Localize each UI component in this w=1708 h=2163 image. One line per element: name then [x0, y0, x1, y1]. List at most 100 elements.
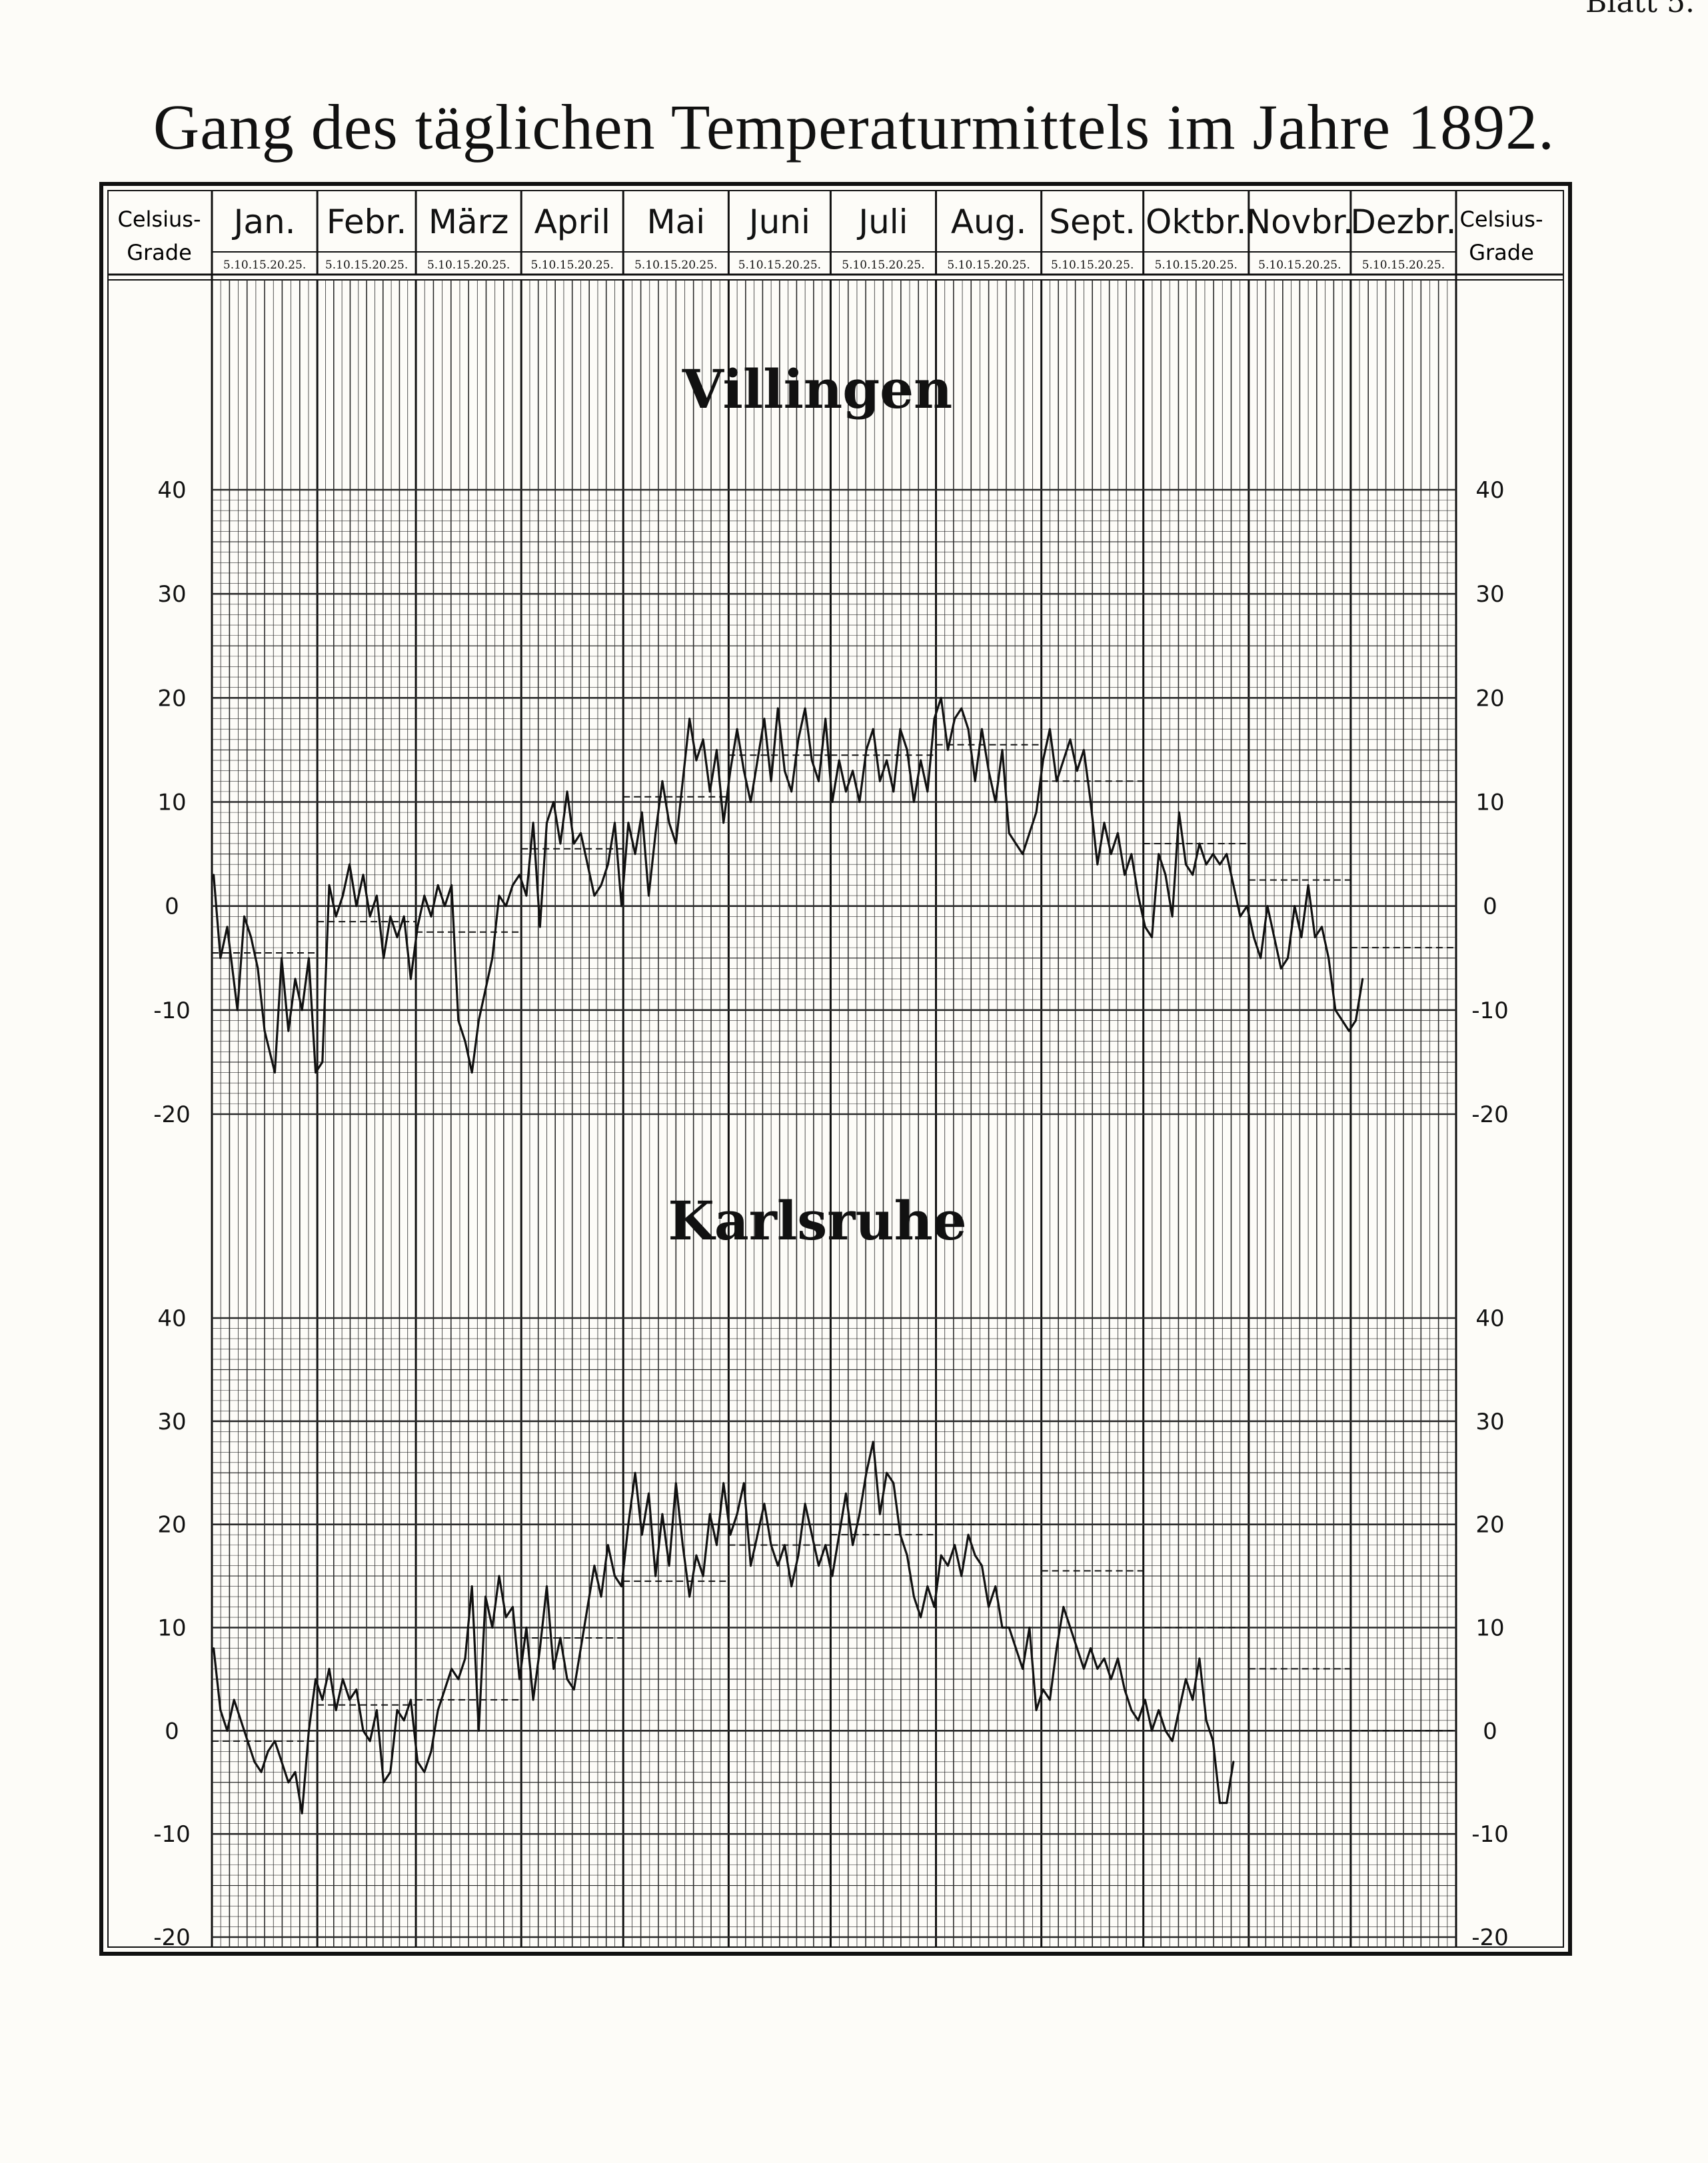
unit-label-right-line2: Grade [1469, 240, 1534, 265]
temperature-point [423, 894, 426, 897]
temperature-point [634, 853, 636, 855]
temperature-point [756, 759, 759, 762]
temperature-point [1158, 1709, 1160, 1711]
temperature-point [776, 707, 779, 710]
temperature-point [389, 1771, 392, 1773]
temperature-point [702, 738, 704, 741]
temperature-point [1069, 738, 1072, 741]
temperature-point [294, 978, 297, 980]
temperature-point [892, 790, 895, 793]
temperature-point [423, 1771, 426, 1773]
temperature-point [742, 770, 745, 772]
unit-label-left-line2: Grade [127, 240, 192, 265]
temperature-point [518, 1678, 520, 1681]
y-tick-label-left: 0 [165, 1718, 179, 1745]
temperature-point [593, 894, 596, 897]
day-marks-label: 5.10.15.20.25. [1362, 259, 1445, 272]
temperature-point [974, 780, 976, 782]
temperature-point [1205, 863, 1208, 866]
temperature-point [600, 884, 602, 886]
temperature-point [1226, 1802, 1228, 1804]
temperature-point [1327, 957, 1330, 960]
temperature-point [954, 718, 956, 720]
temperature-point [1008, 832, 1010, 834]
temperature-point [1049, 728, 1051, 730]
temperature-point [1124, 874, 1126, 876]
temperature-point [436, 1709, 439, 1711]
temperature-point [606, 863, 609, 866]
temperature-point [818, 780, 820, 782]
temperature-point [640, 811, 643, 814]
temperature-point [328, 1668, 331, 1670]
temperature-point [532, 822, 534, 824]
temperature-point [498, 894, 500, 897]
temperature-point [654, 832, 657, 834]
temperature-point [213, 1647, 215, 1649]
temperature-point [484, 988, 486, 990]
temperature-point [1103, 1657, 1106, 1660]
day-marks-label: 5.10.15.20.25. [634, 259, 717, 272]
temperature-point [1117, 1657, 1119, 1660]
temperature-point [263, 1030, 266, 1032]
temperature-point [1110, 1678, 1112, 1681]
temperature-point [552, 1668, 555, 1670]
panel-villingen: Villingen 40 40 30 30 20 20 10 10 0 0 -10 -10 -20 -20 [153, 358, 1509, 1128]
temperature-point [688, 1595, 691, 1598]
temperature-point [518, 874, 520, 876]
y-tick-label-left: 30 [157, 1409, 186, 1435]
temperature-point [1178, 811, 1180, 814]
temperature-point [926, 790, 929, 793]
month-label: Jan. [232, 203, 296, 241]
temperature-point [736, 1513, 738, 1515]
temperature-point [1164, 874, 1167, 876]
temperature-point [219, 957, 222, 960]
temperature-point [994, 801, 997, 803]
temperature-point [1137, 1719, 1140, 1722]
temperature-point [648, 1492, 650, 1495]
temperature-point [988, 770, 990, 772]
day-marks-label: 5.10.15.20.25. [1051, 259, 1134, 272]
temperature-point [920, 759, 922, 762]
temperature-point [845, 790, 847, 793]
temperature-point [1192, 1699, 1194, 1701]
temperature-point [1171, 915, 1174, 918]
y-tick-label-left: 20 [157, 1512, 186, 1539]
y-tick-label-right: 30 [1475, 1409, 1504, 1435]
temperature-point [538, 1647, 541, 1649]
temperature-point [226, 926, 229, 928]
temperature-point [236, 1009, 239, 1012]
temperature-point [417, 1761, 419, 1763]
temperature-point [1076, 770, 1078, 772]
temperature-point [790, 790, 793, 793]
temperature-point [879, 1513, 881, 1515]
temperature-point [1232, 1761, 1235, 1763]
temperature-point [1158, 853, 1160, 855]
temperature-point [253, 1761, 256, 1763]
temperature-point [559, 1637, 562, 1639]
y-tick-label-right: 20 [1475, 1512, 1504, 1539]
temperature-point [1137, 894, 1140, 897]
temperature-point [784, 1544, 786, 1547]
temperature-point [342, 894, 344, 897]
temperature-point [362, 1729, 365, 1732]
y-tick-label-right: -20 [1471, 1924, 1509, 1951]
temperature-point [383, 1781, 385, 1784]
temperature-point [444, 905, 446, 908]
temperature-point [674, 1482, 677, 1485]
temperature-point [484, 1595, 486, 1598]
temperature-point [1049, 1699, 1051, 1701]
temperature-point [504, 1616, 507, 1619]
outer-border [99, 182, 1572, 1956]
temperature-point [1035, 811, 1038, 814]
temperature-point [831, 801, 834, 803]
chart-header: Celsius- Grade Celsius- Grade Jan. 5.10.1… [118, 191, 1543, 275]
y-tick-label-right: 10 [1475, 1615, 1504, 1642]
y-tick-label-left: 40 [157, 477, 186, 504]
temperature-point [810, 759, 813, 762]
temperature-point [886, 1471, 888, 1474]
y-tick-label-right: 40 [1475, 1305, 1504, 1332]
temperature-point [566, 790, 568, 793]
unit-label-right-line1: Celsius- [1460, 207, 1543, 232]
temperature-point [1103, 822, 1106, 824]
